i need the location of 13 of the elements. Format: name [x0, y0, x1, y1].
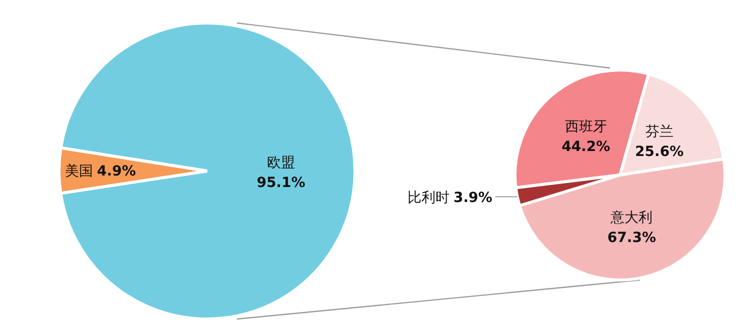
data-label: 44.2%: [562, 139, 610, 156]
slice-label: 芬兰: [645, 124, 674, 140]
data-label: 95.1%: [256, 175, 306, 192]
data-label: 25.6%: [635, 144, 684, 160]
slice-label: 比利时: [407, 190, 450, 206]
slice-label: 美国: [65, 164, 94, 180]
data-label: 4.9%: [97, 164, 136, 180]
slice-label: 欧盟: [267, 155, 295, 172]
data-label: 67.3%: [607, 230, 656, 246]
slice-label: 意大利: [610, 210, 653, 226]
data-label: 3.9%: [453, 190, 492, 206]
pie-slice: [59, 22, 356, 320]
slice-label: 西班牙: [564, 119, 607, 136]
